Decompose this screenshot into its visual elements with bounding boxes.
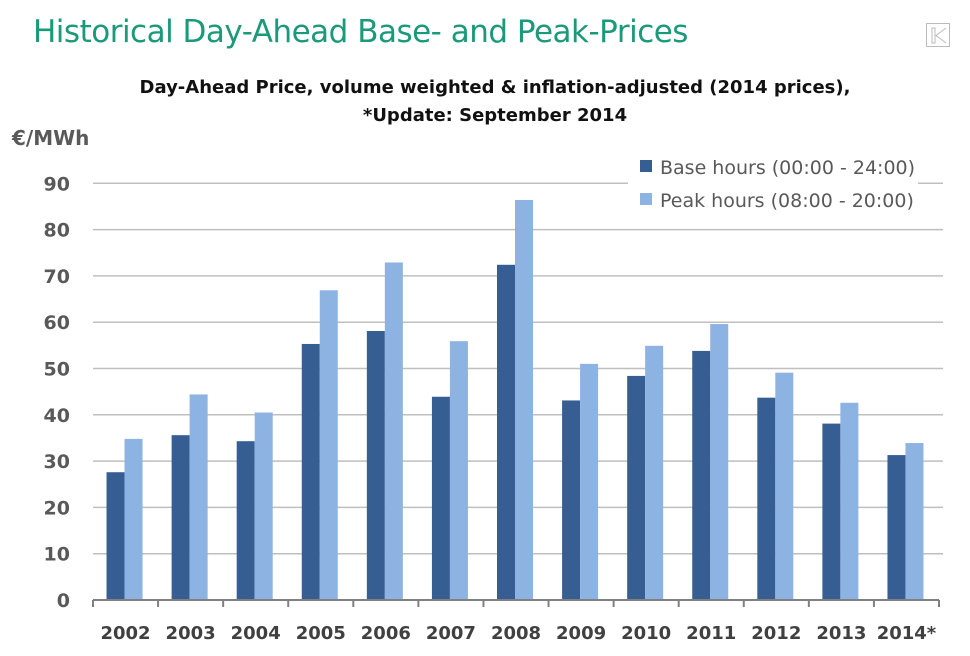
y-tick-label: 90 [44, 173, 70, 195]
bar-base [757, 397, 776, 600]
legend-swatch [640, 160, 652, 172]
x-tick-label: 2008 [491, 623, 541, 644]
x-tick-label: 2013 [816, 623, 866, 644]
bar-peak [710, 324, 729, 600]
x-tick-label: 2003 [166, 623, 216, 644]
y-tick-label: 40 [44, 405, 70, 427]
y-axis-label: €/MWh [11, 126, 89, 150]
bar-base [627, 375, 646, 600]
bar-base [562, 400, 581, 600]
bar-peak [124, 438, 143, 600]
x-tick-label: 2005 [296, 623, 346, 644]
bar-peak [840, 402, 859, 600]
bar-peak [449, 341, 468, 600]
bar-base [106, 472, 125, 600]
bar-base [366, 330, 385, 600]
bar-base [301, 343, 320, 600]
y-tick-label: 10 [44, 544, 70, 566]
x-tick-label: 2009 [556, 623, 606, 644]
chart-title: Day-Ahead Price, volume weighted & infla… [0, 74, 970, 130]
page-title: Historical Day-Ahead Base- and Peak-Pric… [33, 14, 688, 50]
bar-base [171, 435, 190, 600]
bar-peak [254, 412, 273, 600]
y-tick-label: 20 [44, 497, 70, 519]
x-tick-label: 2011 [686, 623, 736, 644]
x-tick-label: 2007 [426, 623, 476, 644]
bar-base [497, 264, 515, 600]
bar-peak [580, 363, 599, 600]
bar-peak [775, 372, 794, 600]
bar-peak [319, 290, 338, 600]
x-tick-label: 2014* [877, 623, 937, 644]
bar-base [822, 423, 841, 600]
legend-label: Peak hours (08:00 - 20:00) [660, 190, 914, 212]
y-tick-label: 30 [44, 451, 70, 473]
bar-peak [515, 199, 533, 600]
bar-peak [384, 262, 403, 600]
chart-subtitle: *Update: September 2014 [362, 105, 628, 126]
bar-base [431, 396, 450, 600]
x-tick-label: 2004 [231, 623, 281, 644]
y-tick-label: 50 [44, 359, 70, 381]
y-tick-label: 80 [44, 220, 70, 242]
y-tick-label: 60 [44, 312, 70, 334]
x-tick-label: 2006 [361, 623, 411, 644]
bar-base [236, 441, 255, 600]
bar-peak [905, 443, 924, 600]
legend-label: Base hours (00:00 - 24:00) [660, 157, 915, 179]
first-slide-icon[interactable] [926, 23, 950, 47]
bar-peak [645, 345, 664, 600]
legend-swatch [640, 193, 652, 205]
chart-title-line1: Day-Ahead Price, volume weighted & infla… [139, 77, 851, 98]
x-tick-label: 2002 [100, 623, 150, 644]
y-tick-label: 0 [57, 590, 70, 612]
y-tick-label: 70 [44, 266, 70, 288]
bar-peak [189, 394, 208, 600]
bar-base [887, 455, 906, 600]
x-tick-label: 2012 [751, 623, 801, 644]
x-tick-label: 2010 [621, 623, 671, 644]
legend-box [628, 153, 918, 225]
bar-base [692, 350, 711, 600]
